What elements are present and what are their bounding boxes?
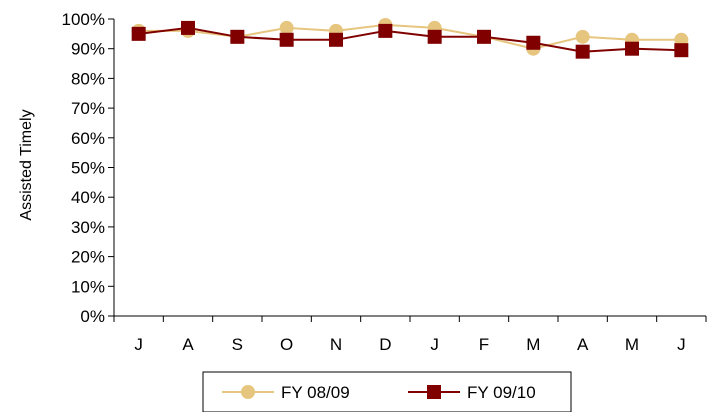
series-line xyxy=(138,23,682,50)
x-tick-label: O xyxy=(280,335,293,354)
data-point xyxy=(477,29,491,44)
data-point xyxy=(230,29,245,44)
y-tick-label: 20% xyxy=(71,248,105,267)
y-tick-label: 10% xyxy=(71,277,105,296)
y-tick-label: 70% xyxy=(71,99,105,118)
y-tick-label: 0% xyxy=(80,307,105,326)
data-point xyxy=(329,32,343,47)
y-tick-label: 100% xyxy=(62,10,105,29)
data-point xyxy=(181,20,195,35)
y-tick-label: 50% xyxy=(71,159,105,178)
legend-marker-fy0809 xyxy=(241,385,255,399)
data-point xyxy=(378,23,393,38)
legend-label-fy0910: FY 09/10 xyxy=(467,383,536,402)
x-tick-label: D xyxy=(379,335,391,354)
y-tick-label: 30% xyxy=(71,218,105,237)
y-tick-label: 80% xyxy=(71,69,105,88)
x-tick-label: N xyxy=(330,335,342,354)
data-point xyxy=(279,32,294,47)
axes xyxy=(113,19,706,317)
x-tick-label: J xyxy=(677,335,686,354)
y-tick-label: 40% xyxy=(71,188,105,207)
series-1 xyxy=(131,20,689,59)
x-tick-label: J xyxy=(134,335,143,354)
x-tick-label: A xyxy=(577,335,589,354)
y-axis-title: Assisted Timely xyxy=(18,109,35,220)
data-point xyxy=(526,35,541,50)
x-tick-label: J xyxy=(430,335,439,354)
y-tick-label: 60% xyxy=(71,129,105,148)
series-layer xyxy=(131,17,689,59)
series-line xyxy=(138,26,682,53)
data-point xyxy=(279,20,294,35)
data-point xyxy=(674,43,689,58)
legend: FY 08/09 FY 09/10 xyxy=(202,371,572,413)
data-point xyxy=(575,29,590,44)
x-tick-label: M xyxy=(526,335,540,354)
data-point xyxy=(427,29,442,44)
x-tick-label: M xyxy=(625,335,639,354)
x-tick-label: F xyxy=(479,335,489,354)
data-point xyxy=(625,41,639,56)
data-point xyxy=(131,26,146,41)
legend-label-fy0809: FY 08/09 xyxy=(281,383,350,402)
x-tick-label: A xyxy=(182,335,194,354)
x-tick-label: S xyxy=(232,335,243,354)
y-axis-ticks: 0% 10% 20% 30% 40% 50% 60% 70% 80% 90% 100% xyxy=(62,10,114,326)
legend-marker-fy0910 xyxy=(427,385,441,399)
y-tick-label: 90% xyxy=(71,40,105,59)
data-point xyxy=(575,44,590,59)
